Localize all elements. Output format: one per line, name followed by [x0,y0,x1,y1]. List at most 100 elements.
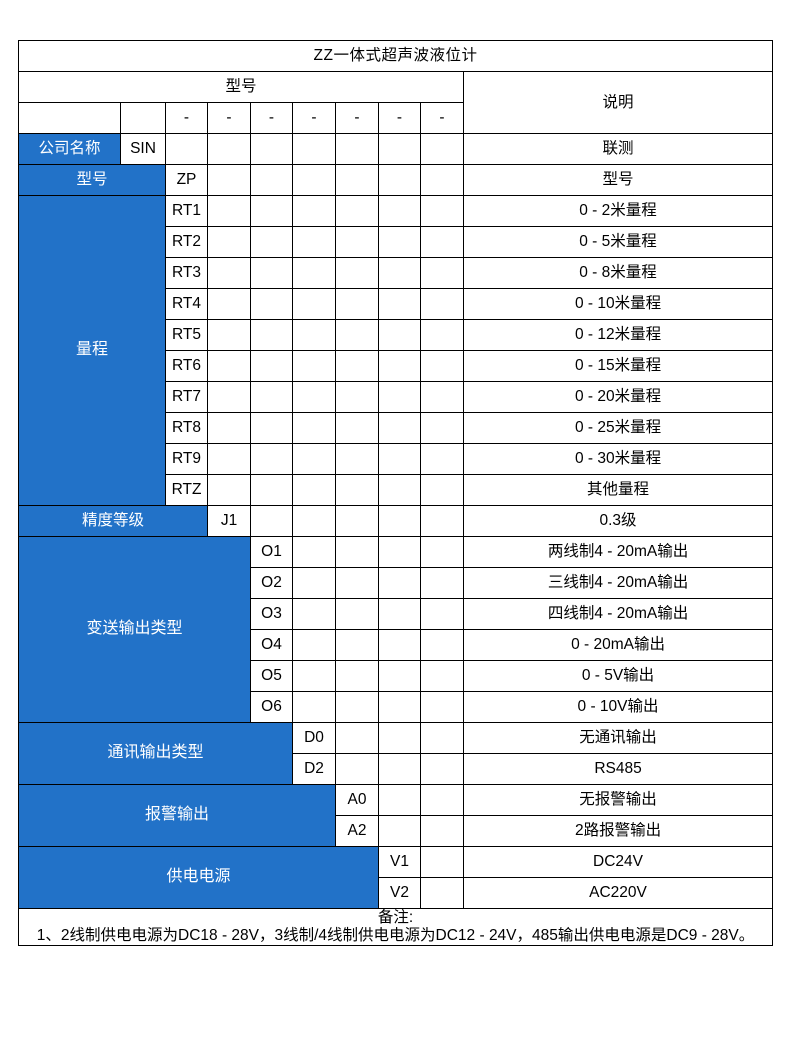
blank-code-cell [335,319,379,351]
model-code-cell: RT4 [165,288,208,320]
blank-code-cell [420,784,464,816]
model-code-cell: D2 [292,753,336,785]
model-dash-separator: - [292,102,336,134]
blank-code-cell [335,257,379,289]
blank-code-cell [335,350,379,382]
section-label: 公司名称 [18,133,121,165]
model-code-cell: ZP [165,164,208,196]
table-row: RT7 0 - 20米量程 [19,381,774,413]
blank-code-cell [420,474,464,506]
blank-code-cell [335,598,379,630]
blank-code-cell [207,288,251,320]
blank-code-cell [378,257,421,289]
blank-code-cell [250,288,293,320]
blank-code-cell [335,567,379,599]
blank-code-cell [207,350,251,382]
model-code-cell: O2 [250,567,293,599]
blank-code-cell [378,815,421,847]
page-title: ZZ一体式超声波液位计 [17,40,774,72]
dash-spacer-2 [120,102,166,134]
table-row: 报警输出 A0 无报警输出 [18,784,774,847]
model-code-cell: V2 [378,877,421,909]
blank-code-cell [420,722,464,754]
blank-code-cell [378,753,421,785]
blank-code-cell [292,598,336,630]
blank-code-cell [335,629,379,661]
section-label: 变送输出类型 [18,536,251,723]
blank-code-cell [292,505,336,537]
blank-code-cell [335,133,379,165]
blank-code-cell [378,784,421,816]
model-code-cell: V1 [378,846,421,878]
description-cell: RS485 [462,753,774,785]
blank-code-cell [420,846,464,878]
blank-code-cell [335,381,379,413]
blank-code-cell [250,381,293,413]
blank-code-cell [292,536,336,568]
blank-code-cell [250,133,293,165]
description-cell: 无通讯输出 [462,722,774,754]
blank-code-cell [250,474,293,506]
blank-code-cell [335,536,379,568]
model-dash-separator: - [378,102,421,134]
blank-code-cell [292,567,336,599]
footnote-row: 备注: 1、2线制供电电源为DC18 - 28V，3线制/4线制供电电源为DC12… [17,908,774,946]
blank-code-cell [420,877,464,909]
blank-code-cell [420,133,464,165]
blank-code-cell [292,195,336,227]
model-code-cell: RT1 [165,195,208,227]
blank-code-cell [292,350,336,382]
blank-code-cell [292,319,336,351]
blank-code-cell [250,412,293,444]
blank-code-cell [378,505,421,537]
model-code-cell: D0 [292,722,336,754]
table-row: RTZ 其他量程 [19,474,774,506]
blank-code-cell [292,381,336,413]
header-row-model: 型号 说明 [18,71,774,134]
blank-code-cell [165,133,208,165]
description-cell: 0.3级 [462,505,774,537]
table-row: 通讯输出类型 D0 无通讯输出 [18,722,774,785]
model-code-cell: O1 [250,536,293,568]
table-row: 精度等级 J1 0.3级 [18,505,774,537]
blank-code-cell [378,691,421,723]
footnote-line-1: 1、2线制供电电源为DC18 - 28V，3线制/4线制供电电源为DC12 - … [36,926,755,944]
table-row: O2 三线制4 - 20mA输出 [19,567,774,599]
table-row: RT6 0 - 15米量程 [19,350,774,382]
table-row: O5 0 - 5V输出 [19,660,774,692]
blank-code-cell [420,350,464,382]
description-cell: 2路报警输出 [462,815,774,847]
section-label: 报警输出 [18,784,336,847]
table-row: RT4 0 - 10米量程 [19,288,774,320]
model-code-cell: O3 [250,598,293,630]
description-cell: DC24V [462,846,774,878]
blank-code-cell [335,443,379,475]
blank-code-cell [292,412,336,444]
blank-code-cell [335,474,379,506]
description-cell: 0 - 10V输出 [462,691,774,723]
model-dash-separator: - [207,102,251,134]
blank-code-cell [292,226,336,258]
blank-code-cell [207,412,251,444]
blank-code-cell [420,567,464,599]
table-row: RT5 0 - 12米量程 [19,319,774,351]
blank-code-cell [378,474,421,506]
blank-code-cell [420,257,464,289]
blank-code-cell [250,319,293,351]
blank-code-cell [420,412,464,444]
blank-code-cell [335,226,379,258]
dash-spacer-1 [18,102,121,134]
description-cell: 0 - 2米量程 [462,195,774,227]
blank-code-cell [378,412,421,444]
blank-code-cell [250,505,293,537]
model-code-cell: RT6 [165,350,208,382]
table-row: 供电电源 V1 DC24V [18,846,774,909]
table-row: A2 2路报警输出 [19,815,774,847]
specification-table: ZZ一体式超声波液位计 型号 说明 - - - - - - - 公司名称 SIN 联测 型号 ZP 型号 量程 R… [17,40,774,946]
table-row: 型号 ZP 型号 [18,164,774,196]
description-header: 说明 [462,71,774,134]
title-row: ZZ一体式超声波液位计 [17,40,774,72]
model-code-cell: RT9 [165,443,208,475]
section-label: 量程 [18,195,166,506]
blank-code-cell [250,195,293,227]
